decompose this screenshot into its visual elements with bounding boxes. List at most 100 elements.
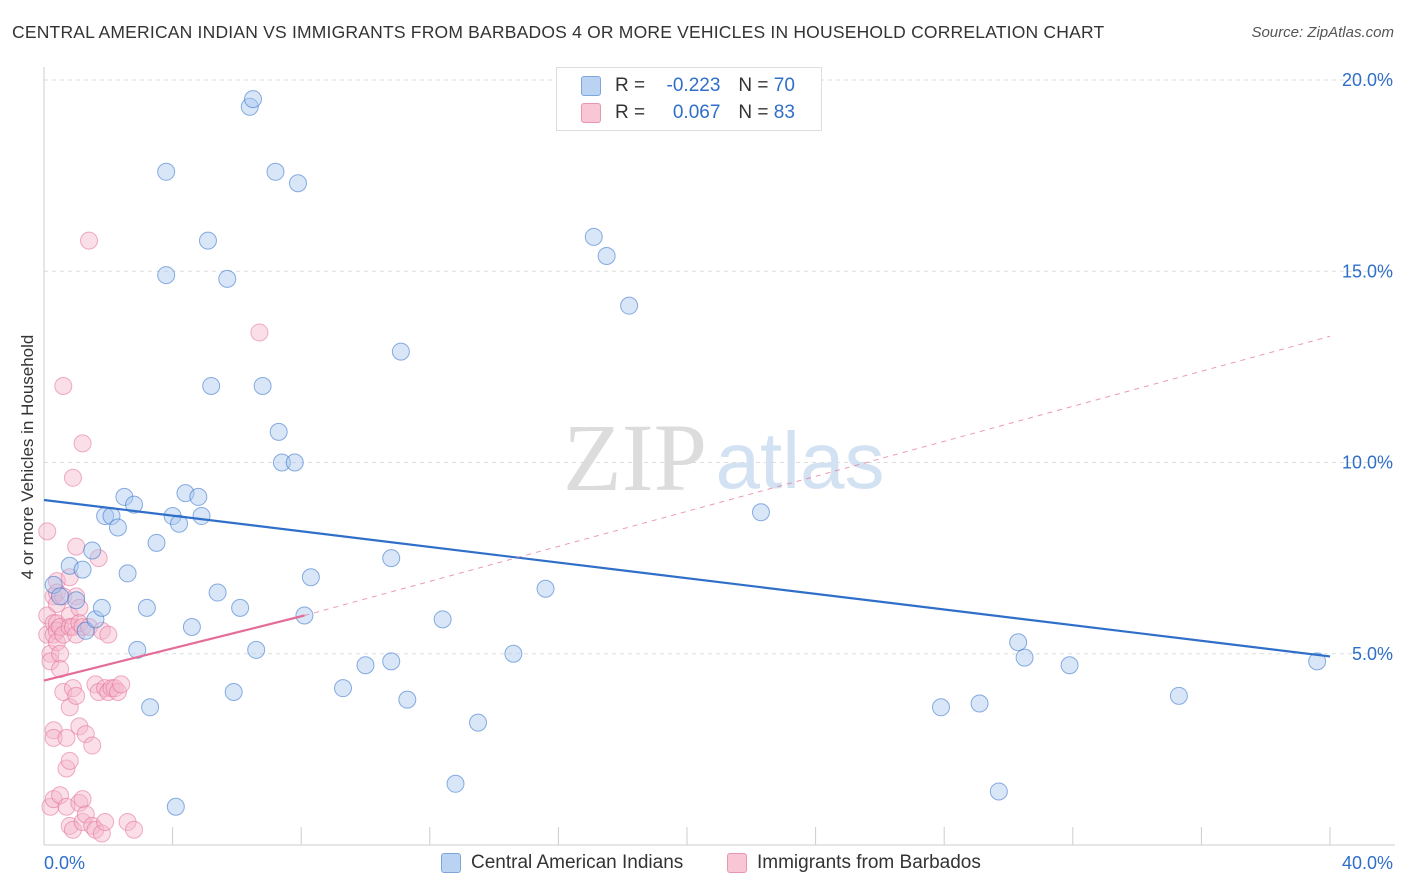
central-american-point bbox=[208, 583, 227, 602]
barbados-point bbox=[60, 751, 79, 770]
source-label: Source: ZipAtlas.com bbox=[1251, 24, 1394, 41]
barbados-point bbox=[57, 728, 76, 747]
correlation-legend: R = -0.223 N = 70 R = 0.067 N = 83 bbox=[556, 67, 822, 131]
watermark: ZIP atlas bbox=[563, 404, 884, 511]
central-american-point bbox=[189, 487, 208, 506]
barbados-point bbox=[73, 790, 92, 809]
y-tick-label: 20.0% bbox=[1342, 70, 1393, 90]
central-american-point bbox=[301, 568, 320, 587]
barbados-point bbox=[89, 549, 108, 568]
central-american-point bbox=[118, 564, 137, 583]
legend-row-barbados: R = 0.067 N = 83 bbox=[581, 100, 795, 126]
legend-r-value: -0.223 bbox=[666, 75, 721, 96]
central-american-point bbox=[166, 797, 185, 816]
central-american-point bbox=[253, 377, 272, 395]
legend-n-value: 70 bbox=[773, 75, 795, 96]
central-american-point bbox=[141, 698, 160, 717]
gridlines bbox=[44, 79, 1395, 655]
central-american-point bbox=[147, 533, 166, 552]
central-american-point bbox=[51, 587, 70, 606]
central-american-point bbox=[398, 690, 417, 709]
watermark-atlas: atlas bbox=[716, 416, 885, 505]
legend-n-label: N = bbox=[738, 102, 769, 123]
central-american-point bbox=[1169, 686, 1188, 705]
barbados-point bbox=[67, 686, 86, 705]
barbados-point bbox=[63, 468, 82, 487]
barbados-point bbox=[41, 652, 60, 671]
central-american-point bbox=[224, 683, 243, 701]
central-american-point bbox=[970, 694, 989, 713]
y-tick-label: 15.0% bbox=[1342, 261, 1393, 281]
pink-swatch-icon bbox=[727, 853, 747, 873]
central-american-point bbox=[243, 90, 262, 109]
central-american-point bbox=[170, 514, 189, 533]
y-tick-label: 5.0% bbox=[1352, 644, 1393, 664]
central-american-point bbox=[356, 656, 375, 675]
watermark-zip: ZIP bbox=[563, 404, 707, 511]
central-american-point bbox=[382, 652, 401, 671]
central-american-point bbox=[1015, 648, 1034, 667]
central-american-point bbox=[83, 541, 102, 560]
central-american-point bbox=[272, 453, 291, 472]
central-american-point bbox=[67, 591, 86, 610]
barbados-point bbox=[118, 813, 137, 832]
central-american-point bbox=[266, 162, 285, 181]
barbados-point bbox=[51, 644, 70, 663]
central-american-point bbox=[247, 640, 266, 659]
central-american-point bbox=[285, 453, 304, 472]
barbados-point bbox=[250, 323, 269, 342]
bottom-legend-label: Immigrants from Barbados bbox=[757, 852, 981, 873]
pink-swatch-icon bbox=[581, 103, 601, 123]
barbados-point bbox=[92, 824, 111, 843]
barbados-point bbox=[51, 786, 70, 805]
barbados-point bbox=[70, 717, 89, 736]
barbados-point bbox=[80, 231, 99, 250]
blue-swatch-icon bbox=[441, 853, 461, 873]
central-american-point bbox=[620, 296, 639, 315]
barbados-point bbox=[112, 675, 131, 694]
chart-title: CENTRAL AMERICAN INDIAN VS IMMIGRANTS FR… bbox=[12, 22, 1105, 42]
central-american-point bbox=[597, 246, 616, 265]
trendlines bbox=[43, 335, 1331, 682]
central-american-point bbox=[115, 487, 134, 506]
central-american-point bbox=[157, 162, 176, 181]
barbados-point bbox=[47, 633, 66, 652]
legend-r-label: R = bbox=[615, 75, 646, 96]
central-american-point bbox=[584, 227, 603, 246]
x-tick-label-max: 40.0% bbox=[1342, 853, 1393, 873]
bottom-legend-central-american: Central American Indians bbox=[441, 852, 683, 874]
central-american-point bbox=[86, 610, 105, 629]
barbados-point bbox=[76, 805, 95, 824]
central-american-point bbox=[382, 549, 401, 568]
bottom-legend-label: Central American Indians bbox=[471, 852, 684, 873]
central-american-point bbox=[198, 231, 217, 250]
barbados-point bbox=[38, 522, 57, 541]
central-american-point bbox=[469, 713, 488, 732]
barbados-point bbox=[99, 625, 118, 644]
central-american-point bbox=[333, 679, 352, 698]
barbados-point bbox=[96, 813, 115, 832]
central-american-point bbox=[536, 579, 555, 598]
central-american-point bbox=[192, 507, 211, 526]
blue-swatch-icon bbox=[581, 76, 601, 96]
legend-row-central-american: R = -0.223 N = 70 bbox=[581, 73, 795, 99]
central-american-point bbox=[269, 422, 288, 441]
legend-n-value: 83 bbox=[773, 102, 795, 123]
central-american-point bbox=[202, 377, 221, 395]
central-american-point bbox=[288, 174, 307, 193]
central-american-point bbox=[76, 621, 95, 640]
barbados-point bbox=[41, 644, 60, 663]
central-american-point bbox=[504, 644, 523, 663]
barbados-point bbox=[67, 537, 86, 556]
barbados-point bbox=[73, 434, 92, 453]
barbados-trendline bbox=[43, 614, 305, 682]
central-american-point bbox=[989, 782, 1008, 801]
series-central-american-points bbox=[44, 90, 1327, 816]
central-american-point bbox=[125, 495, 144, 514]
axes bbox=[43, 67, 1395, 846]
legend-n-label: N = bbox=[738, 75, 769, 96]
central-american-point bbox=[1308, 652, 1327, 671]
barbados-point bbox=[60, 698, 79, 717]
barbados-point bbox=[54, 377, 73, 395]
